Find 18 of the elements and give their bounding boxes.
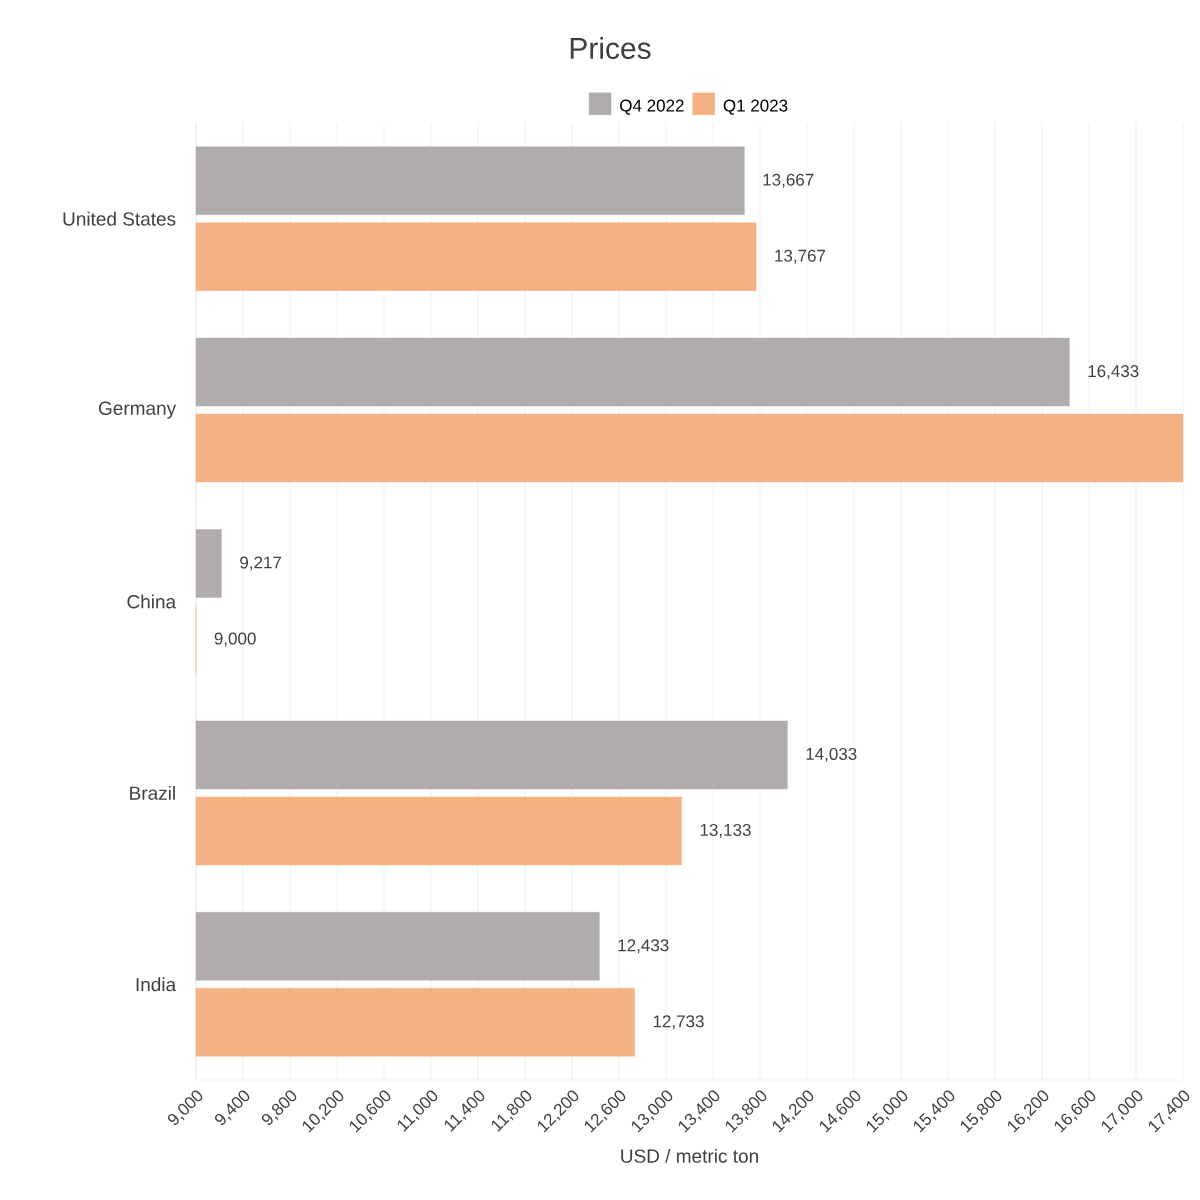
y-tick-label: Brazil xyxy=(130,785,175,800)
data-label: 12,733 xyxy=(653,1015,704,1030)
data-label: 12,433 xyxy=(618,939,669,954)
y-tick-label: India xyxy=(136,977,177,992)
data-label: 9,217 xyxy=(240,556,282,571)
y-tick-label: China xyxy=(127,594,177,609)
data-label: 13,133 xyxy=(700,823,751,838)
data-label: 13,767 xyxy=(775,249,826,264)
data-label: 16,433 xyxy=(1088,365,1139,380)
chart-title: Prices xyxy=(570,36,651,60)
data-label: 13,667 xyxy=(763,173,814,188)
y-tick-label: Germany xyxy=(98,401,177,419)
legend-label: Q1 2023 xyxy=(723,99,788,115)
data-label: 9,000 xyxy=(214,632,256,647)
legend-label: Q4 2022 xyxy=(620,99,684,115)
data-label: 14,033 xyxy=(806,747,857,762)
y-tick-label: United States xyxy=(63,211,176,226)
x-axis-title: USD / metric ton xyxy=(621,1148,758,1163)
